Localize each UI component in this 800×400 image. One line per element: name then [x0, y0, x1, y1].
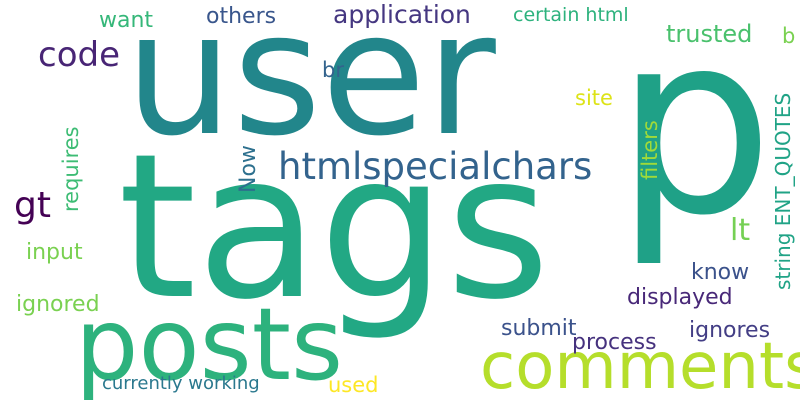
word-ignores: ignores — [689, 318, 771, 343]
word-htmlspecialchars: htmlspecialchars — [278, 145, 593, 188]
word-process: process — [572, 330, 657, 355]
word-want: want — [99, 8, 154, 33]
word-others: others — [206, 4, 277, 29]
word-used: used — [328, 373, 379, 397]
word-input: input — [26, 240, 83, 265]
word-trusted: trusted — [666, 20, 753, 48]
word-string-ent-quotes: string ENT_QUOTES — [771, 92, 795, 290]
word-ignored: ignored — [16, 292, 100, 317]
word-displayed: displayed — [627, 285, 733, 310]
word-user: user — [125, 0, 496, 174]
word-p: p — [615, 0, 774, 270]
word-gt: gt — [14, 185, 51, 226]
word-now: Now — [236, 145, 261, 193]
word-submit: submit — [501, 316, 577, 341]
word-posts: posts — [75, 286, 344, 400]
word-application: application — [333, 0, 471, 29]
word-code: code — [38, 35, 120, 75]
word-certain-html: certain html — [513, 4, 629, 26]
word-b: b — [782, 24, 796, 48]
word-filters: filters — [638, 120, 662, 180]
word-tags: tags — [118, 111, 551, 344]
word-comments: comments — [480, 330, 800, 400]
word-br: br — [322, 58, 344, 82]
word-lt: lt — [730, 213, 751, 248]
word-site: site — [575, 86, 613, 110]
word-know: know — [691, 260, 750, 285]
word-requires: requires — [59, 126, 83, 212]
word-currently-working: currently working — [102, 373, 260, 394]
